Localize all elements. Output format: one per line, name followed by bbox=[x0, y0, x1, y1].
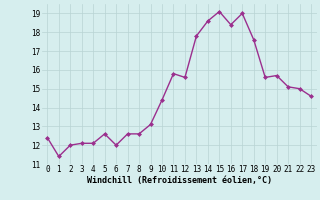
X-axis label: Windchill (Refroidissement éolien,°C): Windchill (Refroidissement éolien,°C) bbox=[87, 176, 272, 185]
